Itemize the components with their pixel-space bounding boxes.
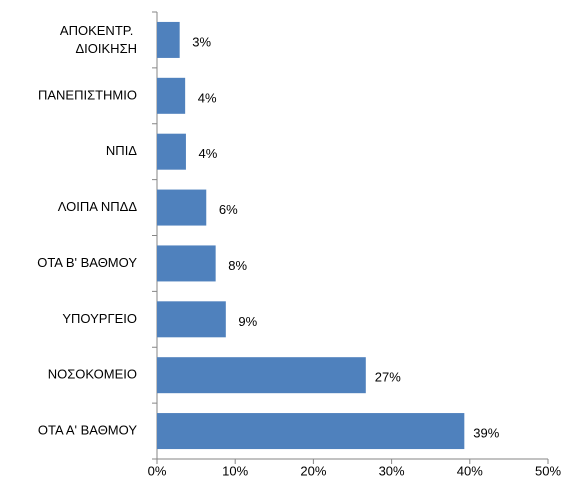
y-tick-label: ΝΠΙΔ	[106, 143, 137, 158]
data-label: 27%	[375, 370, 401, 385]
y-tick-label: ΝΟΣΟΚΟΜΕΙΟ	[48, 367, 137, 382]
data-label: 6%	[219, 202, 238, 217]
bar	[157, 21, 180, 58]
y-tick-label: ΟΤΑ Α' ΒΑΘΜΟΥ	[38, 423, 137, 438]
bar	[157, 301, 226, 338]
y-tick-label: ΛΟΙΠΑ ΝΠΔΔ	[58, 199, 138, 214]
bar	[157, 133, 186, 170]
x-tick-label: 50%	[535, 463, 561, 478]
bar	[157, 413, 465, 450]
y-tick-label: ΠΑΝΕΠΙΣΤΗΜΙΟ	[38, 87, 137, 102]
data-label: 4%	[199, 146, 218, 161]
x-tick-label: 30%	[379, 463, 405, 478]
data-label: 39%	[473, 426, 499, 441]
x-tick-label: 10%	[222, 463, 248, 478]
y-tick-label: ΟΤΑ Β' ΒΑΘΜΟΥ	[37, 255, 137, 270]
bar	[157, 77, 186, 114]
data-label: 3%	[192, 34, 211, 49]
bar	[157, 357, 366, 394]
y-tick-label: ΥΠΟΥΡΓΕΙΟ	[62, 311, 137, 326]
bar	[157, 189, 207, 226]
data-label: 4%	[198, 90, 217, 105]
data-label: 8%	[228, 258, 247, 273]
x-tick-label: 0%	[148, 463, 167, 478]
bar	[157, 245, 216, 282]
data-label: 9%	[238, 314, 257, 329]
x-tick-label: 20%	[300, 463, 326, 478]
x-tick-label: 40%	[457, 463, 483, 478]
y-tick-label: ΑΠΟΚΕΝΤΡ. ΔΙΟΙΚΗΣΗ	[60, 23, 137, 56]
